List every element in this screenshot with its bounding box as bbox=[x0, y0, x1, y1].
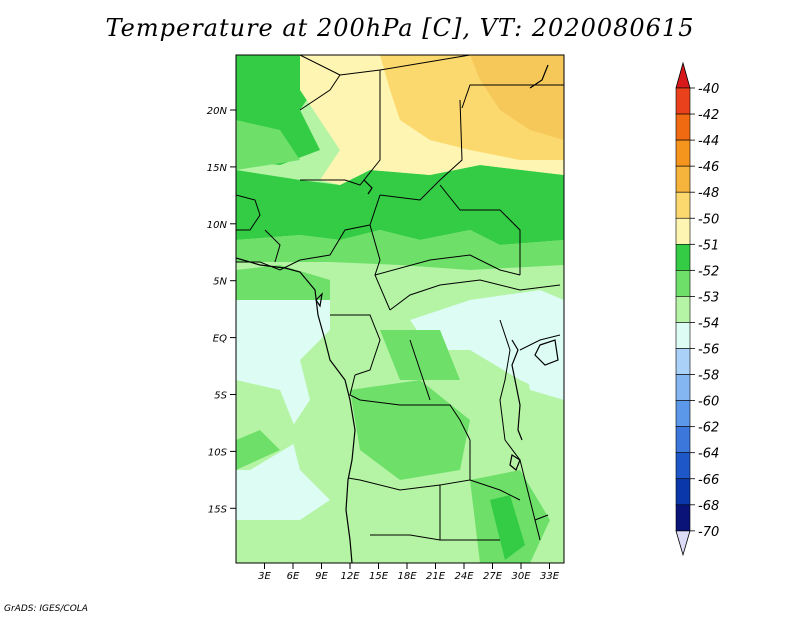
lat-label: 20N bbox=[207, 106, 228, 117]
lon-label: 18E bbox=[397, 571, 417, 582]
colorbar-label: -58 bbox=[698, 369, 719, 384]
lat-label: 15S bbox=[208, 504, 228, 515]
colorbar-label: -54 bbox=[698, 316, 719, 331]
colorbar-top-arrow bbox=[675, 61, 691, 89]
colorbar-label: -60 bbox=[698, 395, 719, 410]
colorbar-swatch bbox=[675, 426, 691, 453]
lon-label: 9E bbox=[315, 571, 328, 582]
field-green-west2 bbox=[236, 430, 280, 470]
colorbar-bottom-arrow bbox=[675, 530, 691, 557]
colorbar-label: -70 bbox=[698, 525, 719, 540]
colorbar-swatch bbox=[675, 270, 691, 297]
lat-label: 10N bbox=[207, 220, 228, 231]
colorbar-label: -42 bbox=[698, 108, 719, 123]
colorbar-label: -56 bbox=[698, 343, 719, 358]
lon-label: 6E bbox=[287, 571, 300, 582]
colorbar-label: -40 bbox=[698, 82, 719, 97]
colorbar-label: -51 bbox=[698, 238, 719, 253]
field-green-5n bbox=[236, 265, 330, 300]
colorbar-swatch bbox=[675, 400, 691, 427]
map-frame bbox=[235, 54, 565, 564]
field-orange-ne bbox=[470, 55, 564, 140]
colorbar-label: -46 bbox=[698, 160, 719, 175]
colorbar: -40 -42 -44 -46 -48 -50 -51 -52 -53 -54 -56 -58 -60 -… bbox=[675, 61, 719, 557]
lon-label: 21E bbox=[426, 571, 446, 582]
lat-label: 15N bbox=[207, 163, 228, 174]
field-pale-lakes bbox=[520, 330, 564, 400]
colorbar-label: -68 bbox=[698, 499, 719, 514]
field-pale-east bbox=[410, 290, 564, 400]
colorbar-swatch bbox=[675, 244, 691, 271]
chart-title: Temperature at 200hPa [C], VT: 202008061… bbox=[105, 14, 695, 42]
country-borders bbox=[236, 55, 564, 541]
longitude-axis: 3E 6E 9E 12E 15E 18E 21E 24E 27E 30E 33E bbox=[258, 563, 560, 582]
temperature-field bbox=[236, 55, 564, 563]
colorbar-swatch bbox=[675, 139, 691, 167]
lon-label: 27E bbox=[483, 571, 503, 582]
colorbar-swatch bbox=[675, 348, 691, 375]
lat-label: EQ bbox=[213, 334, 227, 345]
colorbar-label: -53 bbox=[698, 290, 719, 305]
lon-label: 12E bbox=[340, 571, 360, 582]
colorbar-label: -50 bbox=[698, 212, 719, 227]
lon-label: 30E bbox=[511, 571, 531, 582]
lat-label: 5N bbox=[213, 277, 227, 288]
lon-label: 15E bbox=[369, 571, 389, 582]
colorbar-swatch bbox=[675, 113, 691, 141]
colorbar-label: -48 bbox=[698, 186, 719, 201]
colorbar-label: -66 bbox=[698, 473, 719, 488]
grads-credit: GrADS: IGES/COLA bbox=[4, 604, 88, 614]
colorbar-swatch bbox=[675, 165, 691, 193]
colorbar-label: -64 bbox=[698, 447, 719, 462]
colorbar-swatch bbox=[675, 374, 691, 401]
colorbar-swatch bbox=[675, 478, 691, 506]
lon-label: 24E bbox=[454, 571, 474, 582]
colorbar-swatch bbox=[675, 504, 691, 532]
lat-label: 5S bbox=[214, 391, 227, 402]
colorbar-label: -62 bbox=[698, 421, 719, 436]
colorbar-label: -52 bbox=[698, 264, 719, 279]
coastlines bbox=[236, 64, 559, 563]
field-band-7n bbox=[236, 230, 564, 270]
colorbar-swatch bbox=[675, 296, 691, 323]
colorbar-swatch bbox=[675, 217, 691, 245]
colorbar-swatch bbox=[675, 322, 691, 349]
lon-label: 33E bbox=[540, 571, 560, 582]
colorbar-swatch bbox=[675, 87, 691, 115]
lon-label: 3E bbox=[258, 571, 271, 582]
field-green-nw2 bbox=[236, 120, 300, 170]
colorbar-swatch bbox=[675, 191, 691, 219]
field-band-10n bbox=[236, 165, 564, 245]
field-green-south2 bbox=[490, 495, 525, 560]
field-green-congo bbox=[380, 330, 460, 380]
lat-label: 10S bbox=[208, 447, 228, 458]
colorbar-swatch bbox=[675, 452, 691, 480]
colorbar-label: -44 bbox=[698, 134, 719, 149]
latitude-axis: 20N 15N 10N 5N EQ 5S 10S 15S bbox=[207, 106, 236, 515]
